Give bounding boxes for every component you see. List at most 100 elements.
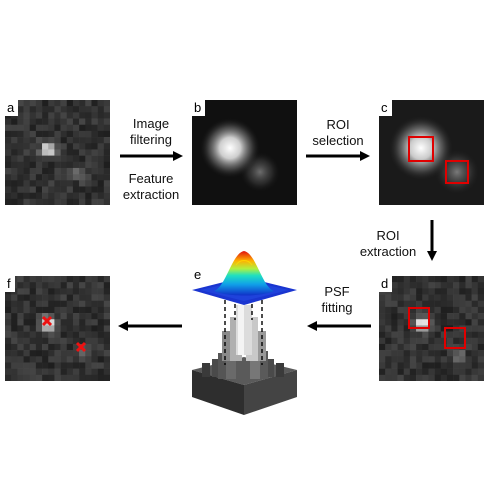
noise-pixel [54,319,61,326]
noise-pixel [446,374,454,381]
noise-pixel [54,294,61,302]
noise-pixel [434,306,442,314]
noise-pixel [403,282,411,289]
noise-pixel [477,350,484,357]
noise-pixel [42,192,49,200]
noise-pixel [72,100,80,107]
noise-pixel [403,319,411,326]
noise-pixel [72,331,80,339]
noise-pixel [428,288,435,295]
noise-pixel [66,300,74,308]
noise-pixel [422,313,429,320]
noise-pixel [54,100,61,107]
noise-pixel [379,350,386,357]
noise-pixel [60,368,68,376]
noise-pixel [385,343,392,351]
noise-pixel [17,174,24,181]
noise-pixel [379,356,386,363]
noise-pixel [48,161,55,169]
noise-pixel [42,374,49,381]
noise-pixel [42,276,49,283]
noise-pixel [103,180,110,187]
noise-pixel [66,167,74,175]
noise-pixel [397,282,405,289]
noise-pixel [85,106,92,113]
noise-pixel [477,343,484,351]
noise-pixel [54,174,61,181]
noise-pixel [11,319,18,326]
noise-pixel [471,288,479,295]
noise-pixel [17,362,24,369]
noise-pixel [103,143,110,150]
noise-pixel [91,306,98,314]
pixel-intensity-bars [192,305,297,415]
noise-pixel [23,331,31,339]
noise-pixel [5,118,12,126]
noise-pixel [103,356,110,363]
noise-pixel [79,282,86,289]
noise-pixel [434,337,442,345]
noise-pixel [66,374,74,381]
noise-pixel [85,313,92,320]
noise-pixel [91,167,98,175]
noise-pixel [465,331,472,339]
psf-3d-fit-illustration [192,251,297,415]
noise-pixel [416,306,423,314]
noise-pixel [72,294,80,302]
noise-pixel [42,124,49,132]
noise-pixel [79,137,86,144]
noise-pixel [72,124,80,132]
noise-pixel [11,331,18,339]
noise-pixel [465,288,472,295]
noise-pixel [97,100,105,107]
noise-pixel [23,186,31,193]
noise-pixel [379,331,386,339]
noise-pixel [72,343,80,351]
noise-pixel [23,362,31,369]
noise-pixel [66,337,74,345]
noise-pixel [434,362,442,369]
noise-pixel [403,362,411,369]
noise-pixel [391,362,398,369]
noise-pixel [42,143,49,150]
noise-pixel [17,337,24,345]
noise-pixel [97,300,105,308]
noise-pixel [48,143,55,150]
noise-pixel [42,106,49,113]
noise-pixel [66,192,74,200]
noise-pixel [17,313,24,320]
step-label-roi-selection: ROI selection [299,117,377,149]
noise-pixel [54,337,61,345]
noise-pixel [48,337,55,345]
noise-pixel [17,155,24,163]
noise-pixel [48,149,55,156]
noise-pixel [23,130,31,138]
noise-pixel [91,112,98,119]
noise-pixel [42,112,49,119]
noise-pixel [477,331,484,339]
noise-pixel [391,331,398,339]
noise-pixel [79,143,86,150]
noise-pixel [391,276,398,283]
noise-pixel [434,282,442,289]
noise-pixel [60,362,68,369]
noise-pixel [465,319,472,326]
noise-pixel [42,118,49,126]
noise-pixel [29,130,37,138]
noise-pixel [97,374,105,381]
noise-pixel [17,374,24,381]
noise-pixel [17,276,24,283]
noise-pixel [85,300,92,308]
noise-pixel [72,282,80,289]
noise-pixel [66,356,74,363]
noise-pixel [42,180,49,187]
noise-pixel [29,124,37,132]
noise-pixel [35,167,43,175]
noise-pixel [446,313,454,320]
noise-pixel [416,368,423,376]
noise-pixel [35,118,43,126]
noise-pixel [409,368,417,376]
noise-pixel [428,294,435,302]
panel-label-a: a [5,100,19,116]
noise-pixel [85,112,92,119]
